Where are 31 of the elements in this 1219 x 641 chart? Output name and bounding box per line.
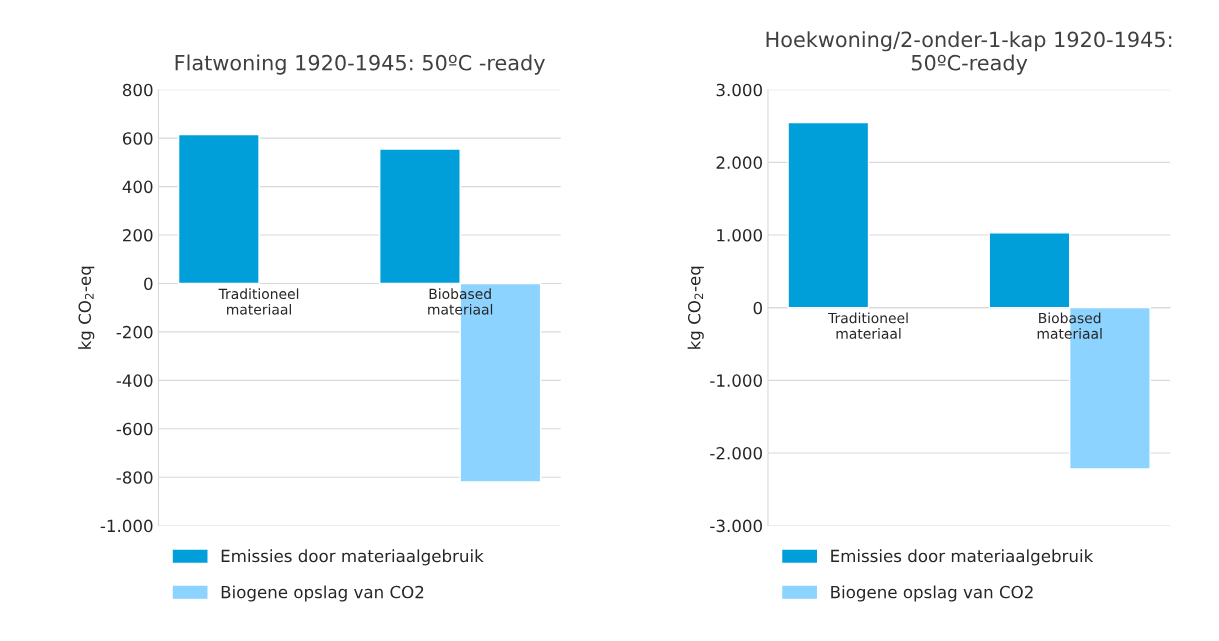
y-tick-label: -400 — [116, 374, 153, 387]
y-tick-label: 3.000 — [716, 83, 762, 97]
x-tick-label: Traditioneel materiaal — [218, 288, 299, 315]
y-tick-label: -800 — [116, 471, 153, 484]
y-axis-title: kg CO$_{2}$-eq — [78, 266, 95, 349]
y-tick-label: -1.000 — [100, 519, 153, 533]
x-tick-label: Biobased materiaal — [428, 288, 493, 315]
y-tick-label: 600 — [122, 132, 153, 145]
y-tick-label: -2.000 — [710, 446, 762, 460]
y-tick-label: -3.000 — [710, 519, 762, 533]
y-tick-label: -1.000 — [710, 374, 762, 387]
legend-label: Emissies door materiaalgebruik — [831, 549, 1094, 566]
y-tick-label: 200 — [123, 229, 153, 242]
x-tick-label: Traditioneel materiaal — [828, 312, 908, 339]
y-tick-label: 2.000 — [716, 156, 762, 169]
legend-label: Emissies door materiaalgebruik — [221, 549, 484, 566]
y-tick-label: 800 — [122, 83, 153, 97]
y-tick-label: -600 — [116, 422, 153, 436]
legend-label: Biogene opslag van CO2 — [221, 585, 424, 602]
y-axis-title: kg CO$_{2}$-eq — [687, 266, 704, 349]
y-tick-label: -200 — [116, 325, 153, 339]
chart-title: Flatwoning 1920-1945: 50ºC -ready — [175, 54, 545, 75]
bar — [177, 133, 260, 285]
legend-label: Biogene opslag van CO2 — [831, 585, 1033, 602]
bar — [787, 121, 870, 309]
y-tick-label: 1.000 — [717, 229, 762, 242]
x-tick-label: Biobased materiaal — [1037, 312, 1102, 339]
y-tick-label: 400 — [122, 180, 153, 194]
y-tick-label: 0 — [144, 277, 153, 291]
y-tick-label: 0 — [753, 301, 762, 315]
chart-title: Hoekwoning/2-onder-1-kap 1920-1945: 50ºC-ready — [766, 31, 1172, 75]
